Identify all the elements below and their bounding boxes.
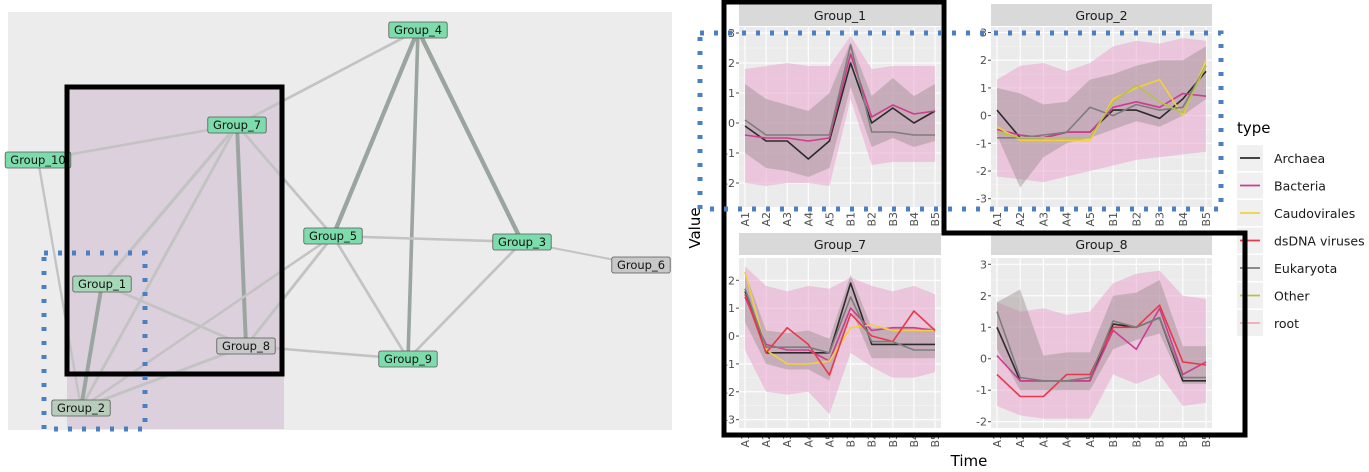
facet-panel: Group_7-3-2-1012A1 A2 A3 A4 A5 B1 B2 B3 B4 B5 <box>724 233 942 448</box>
x-tick-label: A4 <box>802 212 815 227</box>
x-tick-label: A1 <box>739 212 752 227</box>
legend: type Archaea Bacteria Caudovirales dsDNA vi… <box>1237 119 1365 336</box>
legend-label: Archaea <box>1274 151 1325 166</box>
network-node[interactable]: Group_9 <box>379 351 437 367</box>
x-tick-label: B1 <box>845 212 858 227</box>
legend-title: type <box>1237 119 1271 137</box>
node-label: Group_1 <box>78 277 126 291</box>
network-node[interactable]: Group_2 <box>52 400 110 416</box>
node-label: Group_10 <box>10 153 65 167</box>
x-tick-label: A4 <box>1061 212 1074 227</box>
legend-item: Bacteria <box>1237 173 1326 199</box>
y-tick-label: 0 <box>728 330 735 343</box>
x-tick-label: B2 <box>866 212 879 227</box>
network-node[interactable]: Group_10 <box>5 152 71 168</box>
node-label: Group_5 <box>309 229 357 243</box>
x-tick-label: B5 <box>1200 212 1213 227</box>
legend-item: Caudovirales <box>1237 200 1355 226</box>
x-tick-label: B3 <box>887 212 900 227</box>
x-tick-label: B2 <box>1130 212 1143 227</box>
y-tick-label: 1 <box>728 87 735 100</box>
x-tick-label: A2 <box>1014 212 1027 227</box>
node-label: Group_6 <box>617 258 665 272</box>
network-node[interactable]: Group_6 <box>612 257 670 273</box>
network-node[interactable]: Group_1 <box>73 276 131 292</box>
node-label: Group_7 <box>213 118 261 132</box>
legend-item: dsDNA viruses <box>1237 228 1365 254</box>
network-node[interactable]: Group_8 <box>217 338 275 354</box>
y-tick-label: 0 <box>980 353 987 366</box>
legend-label: dsDNA viruses <box>1274 234 1365 249</box>
y-tick-label: -1 <box>976 137 987 150</box>
y-tick-label: 2 <box>980 290 987 303</box>
node-label: Group_4 <box>394 23 442 37</box>
x-tick-label: B5 <box>929 212 942 227</box>
node-label: Group_3 <box>498 235 546 249</box>
highlight-region-lower <box>67 87 284 429</box>
y-tick-label: -2 <box>976 165 987 178</box>
legend-label: Bacteria <box>1274 179 1326 194</box>
x-tick-label: B3 <box>1154 212 1167 227</box>
node-label: Group_9 <box>384 352 432 366</box>
y-tick-label: -1 <box>976 384 987 397</box>
x-tick-label: A5 <box>823 212 836 227</box>
y-axis-title: Value <box>686 207 704 248</box>
facet-title: Group_8 <box>1075 237 1127 252</box>
legend-label: Other <box>1274 289 1310 304</box>
x-tick-label: B1 <box>1107 212 1120 227</box>
network-node[interactable]: Group_3 <box>493 234 551 250</box>
legend-item: Archaea <box>1237 145 1325 171</box>
y-tick-label: -3 <box>976 193 987 206</box>
x-tick-label: A2 <box>760 212 773 227</box>
network-node[interactable]: Group_4 <box>389 22 447 38</box>
facet-panel: Group_1-2-10123A1 A2 A3 A4 A5 B1 B2 B3 B4 B5 <box>724 4 942 227</box>
y-tick-label: 1 <box>728 302 735 315</box>
y-tick-label: 2 <box>980 54 987 67</box>
network-node[interactable]: Group_5 <box>304 228 362 244</box>
facet-panel: Group_2-3-2-10123A1 A2 A3 A4 A5 B1 B2 B3 B4 B5 <box>976 4 1213 227</box>
network-graph: Group_4 Group_7 Group_10 Group_5 Group_3 Grou… <box>5 12 672 430</box>
x-tick-label: A3 <box>1037 212 1050 227</box>
y-tick-label: -2 <box>976 416 987 429</box>
x-tick-label: B4 <box>1177 212 1190 227</box>
y-tick-label: 3 <box>980 258 987 271</box>
faceted-line-chart: Group_1 -2 -1 0 1 2 3 A1 A2 A3 A4 A5 B1 B2 B3 B4 B5 Group… <box>724 4 1213 448</box>
x-tick-label: B4 <box>908 212 921 227</box>
legend-item: Other <box>1237 283 1310 309</box>
x-axis-title: Time <box>950 452 988 468</box>
legend-label: Caudovirales <box>1274 206 1355 221</box>
legend-label: root <box>1274 316 1299 331</box>
facet-title: Group_7 <box>814 237 866 252</box>
y-tick-label: 1 <box>980 82 987 95</box>
facet-title: Group_1 <box>814 8 866 23</box>
y-tick-label: 2 <box>728 57 735 70</box>
x-tick-label: A3 <box>781 212 794 227</box>
legend-label: Eukaryota <box>1274 261 1337 276</box>
network-node[interactable]: Group_7 <box>208 117 266 133</box>
y-tick-label: 1 <box>980 321 987 334</box>
x-tick-label: A1 <box>991 212 1004 227</box>
facet-title: Group_2 <box>1075 8 1127 23</box>
y-tick-label: 0 <box>728 117 735 130</box>
y-tick-label: 2 <box>728 274 735 287</box>
node-label: Group_8 <box>222 339 270 353</box>
y-tick-label: 0 <box>980 110 987 123</box>
legend-item: Eukaryota <box>1237 255 1337 281</box>
x-tick-label: A5 <box>1084 212 1097 227</box>
node-label: Group_2 <box>57 401 105 415</box>
